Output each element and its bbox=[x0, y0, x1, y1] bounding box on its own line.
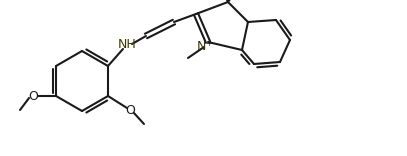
Text: O: O bbox=[125, 103, 135, 117]
Text: NH: NH bbox=[118, 37, 136, 51]
Text: O: O bbox=[28, 90, 38, 102]
Text: N: N bbox=[196, 39, 206, 53]
Text: +: + bbox=[206, 39, 212, 49]
